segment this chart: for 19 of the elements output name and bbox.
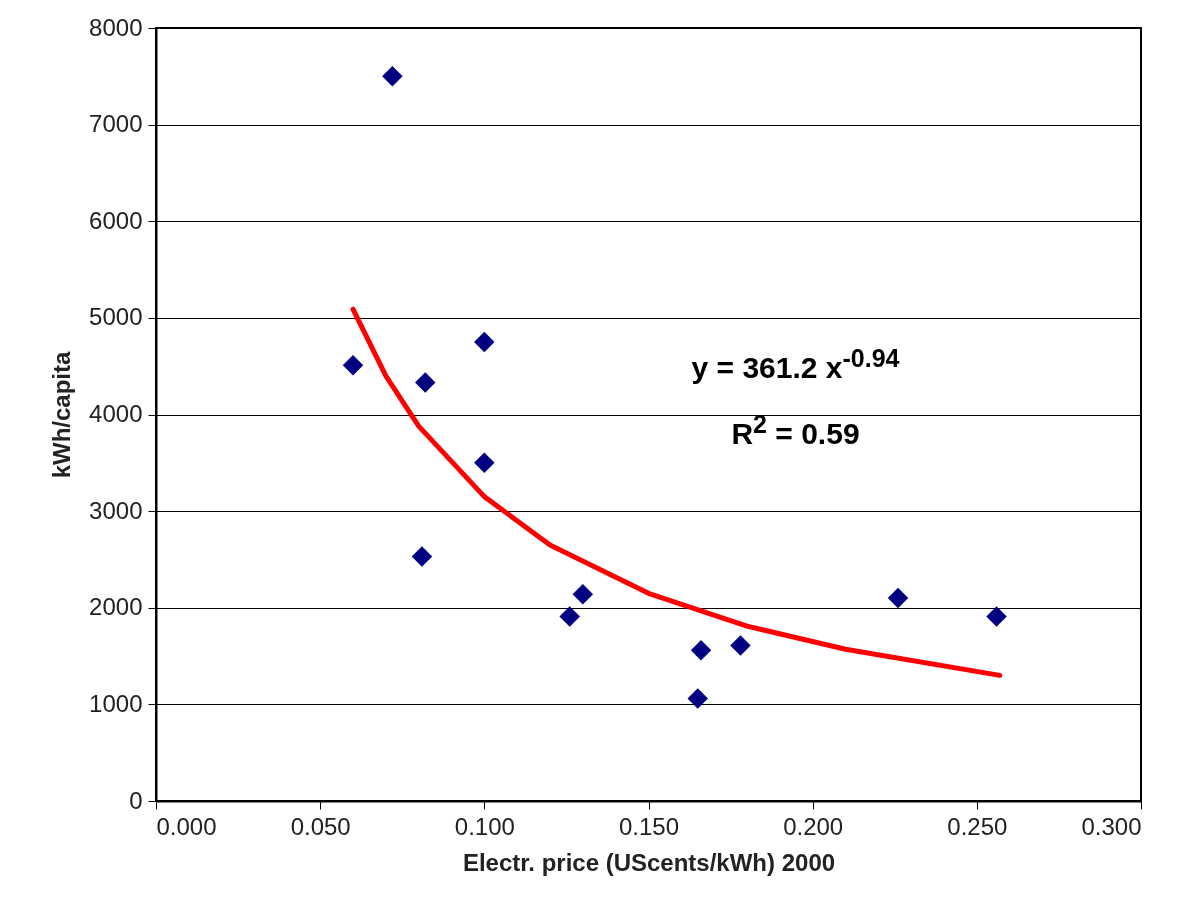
x-tick-label: 0.250: [947, 812, 1008, 840]
y-tick-label: 6000: [89, 206, 143, 234]
x-tick-label: 0.050: [290, 812, 351, 840]
y-tick-label: 2000: [89, 593, 143, 621]
y-tick-label: 0: [129, 786, 143, 814]
x-tick-label: 0.100: [454, 812, 515, 840]
x-axis-title: Electr. price (UScents/kWh) 2000: [462, 848, 836, 876]
y-tick-label: 1000: [89, 689, 143, 717]
y-tick-label: 3000: [89, 496, 143, 524]
y-tick-label: 7000: [89, 110, 143, 138]
x-tick-label: 0.150: [618, 812, 680, 840]
annotation: y = 361.2 x$^{-0.94}$: [691, 344, 900, 386]
x-tick-label: 0.300: [1081, 812, 1142, 840]
y-axis-title: kWh/capita: [48, 351, 76, 479]
y-tick-label: 4000: [89, 400, 143, 427]
y-tick-label: 5000: [89, 303, 143, 331]
y-tick-label: 8000: [89, 13, 143, 41]
x-tick-label: 0.200: [783, 812, 844, 840]
x-tick-label: 0.000: [156, 812, 217, 840]
